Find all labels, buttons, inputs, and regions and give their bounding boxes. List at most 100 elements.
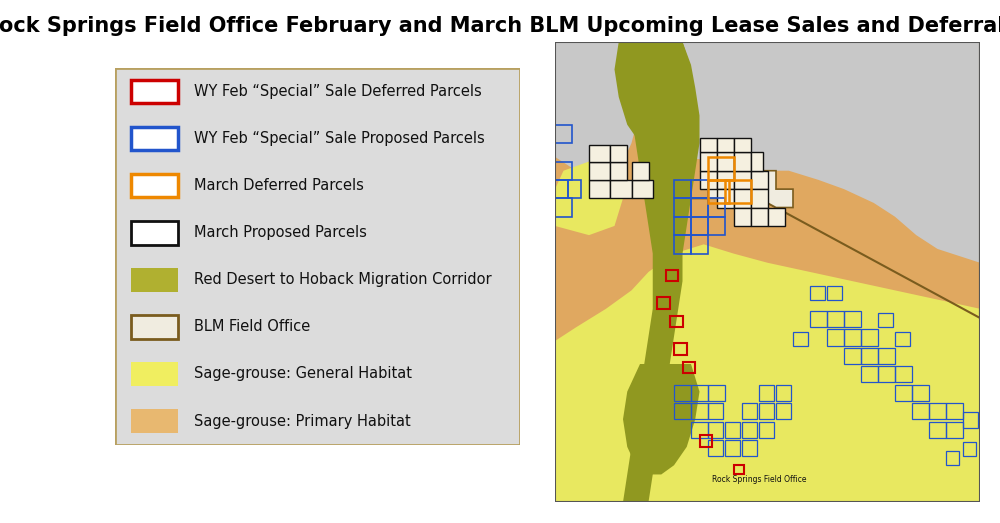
Polygon shape bbox=[555, 162, 623, 235]
Bar bbox=[691, 235, 708, 254]
Bar bbox=[674, 403, 691, 419]
Bar bbox=[657, 297, 670, 309]
Bar bbox=[716, 139, 734, 152]
Bar bbox=[674, 217, 691, 235]
Bar bbox=[691, 403, 708, 419]
Bar bbox=[929, 422, 946, 438]
Bar bbox=[776, 385, 791, 401]
Bar bbox=[895, 366, 912, 382]
Bar bbox=[861, 366, 878, 382]
Bar bbox=[742, 440, 757, 456]
Bar bbox=[700, 435, 712, 447]
Bar bbox=[734, 152, 750, 170]
Bar bbox=[589, 180, 610, 198]
Bar bbox=[725, 440, 740, 456]
Bar bbox=[568, 180, 580, 198]
Bar bbox=[691, 198, 708, 217]
Bar bbox=[708, 440, 723, 456]
Bar bbox=[946, 403, 963, 419]
Bar bbox=[946, 422, 963, 438]
Bar bbox=[716, 170, 734, 189]
Bar bbox=[716, 152, 734, 170]
Bar bbox=[674, 235, 691, 254]
Bar bbox=[131, 221, 178, 245]
Bar bbox=[610, 180, 632, 198]
Bar bbox=[827, 329, 844, 346]
Bar bbox=[750, 189, 768, 208]
Bar bbox=[895, 332, 910, 346]
Bar bbox=[589, 162, 610, 180]
Polygon shape bbox=[623, 364, 700, 474]
Bar bbox=[725, 180, 750, 203]
Bar bbox=[131, 174, 178, 198]
Bar bbox=[708, 198, 725, 217]
Bar bbox=[131, 79, 178, 104]
Bar bbox=[589, 145, 610, 162]
Polygon shape bbox=[555, 244, 980, 502]
Bar bbox=[700, 170, 716, 189]
Bar bbox=[895, 385, 912, 401]
Text: Sage-grouse: Primary Habitat: Sage-grouse: Primary Habitat bbox=[194, 414, 411, 428]
Bar bbox=[810, 286, 825, 300]
Bar bbox=[742, 403, 757, 419]
Bar bbox=[708, 180, 729, 203]
Bar bbox=[844, 329, 861, 346]
Bar bbox=[555, 162, 572, 180]
Polygon shape bbox=[555, 42, 640, 180]
Bar bbox=[963, 412, 978, 428]
Bar bbox=[131, 409, 178, 433]
Bar bbox=[759, 403, 774, 419]
Bar bbox=[912, 385, 929, 401]
Bar bbox=[691, 422, 708, 438]
Bar bbox=[768, 208, 784, 226]
Bar bbox=[131, 127, 178, 151]
Bar bbox=[734, 139, 750, 152]
Bar bbox=[929, 403, 946, 419]
Bar bbox=[708, 385, 725, 401]
Bar bbox=[759, 385, 774, 401]
Bar bbox=[700, 152, 716, 170]
Bar bbox=[861, 348, 878, 364]
Bar bbox=[632, 180, 653, 198]
Text: WY Feb “Special” Sale Proposed Parcels: WY Feb “Special” Sale Proposed Parcels bbox=[194, 131, 485, 146]
Bar bbox=[555, 124, 572, 143]
Bar bbox=[691, 385, 708, 401]
Text: WY Feb “Special” Sale Deferred Parcels: WY Feb “Special” Sale Deferred Parcels bbox=[194, 84, 482, 99]
Bar bbox=[725, 422, 740, 438]
Bar bbox=[674, 343, 687, 355]
Bar bbox=[632, 162, 648, 180]
Bar bbox=[827, 286, 842, 300]
Bar bbox=[131, 362, 178, 386]
Bar bbox=[912, 403, 929, 419]
Bar bbox=[691, 217, 708, 235]
Text: Sage-grouse: General Habitat: Sage-grouse: General Habitat bbox=[194, 367, 412, 381]
Bar bbox=[750, 208, 768, 226]
Bar bbox=[827, 311, 844, 327]
Bar bbox=[674, 180, 691, 198]
Bar bbox=[716, 189, 734, 208]
Text: March Deferred Parcels: March Deferred Parcels bbox=[194, 178, 364, 193]
Bar bbox=[610, 145, 627, 162]
Bar bbox=[708, 157, 734, 180]
Bar bbox=[131, 268, 178, 292]
Bar bbox=[734, 208, 750, 226]
Bar bbox=[610, 162, 627, 180]
Bar bbox=[742, 422, 757, 438]
Bar bbox=[734, 465, 744, 474]
Bar bbox=[700, 139, 716, 152]
Bar bbox=[708, 217, 725, 235]
Bar bbox=[666, 270, 678, 281]
Bar bbox=[670, 316, 682, 327]
Bar bbox=[844, 348, 861, 364]
Bar bbox=[963, 442, 976, 456]
Bar bbox=[555, 180, 568, 198]
Bar bbox=[776, 403, 791, 419]
Text: Rock Springs Field Office February and March BLM Upcoming Lease Sales and Deferr: Rock Springs Field Office February and M… bbox=[0, 16, 1000, 36]
Polygon shape bbox=[619, 42, 700, 502]
Text: Red Desert to Hoback Migration Corridor: Red Desert to Hoback Migration Corridor bbox=[194, 272, 492, 287]
Bar bbox=[708, 422, 723, 438]
Bar bbox=[759, 422, 774, 438]
Text: Rock Springs Field Office: Rock Springs Field Office bbox=[712, 475, 806, 484]
Bar bbox=[878, 313, 893, 327]
Polygon shape bbox=[657, 143, 793, 208]
